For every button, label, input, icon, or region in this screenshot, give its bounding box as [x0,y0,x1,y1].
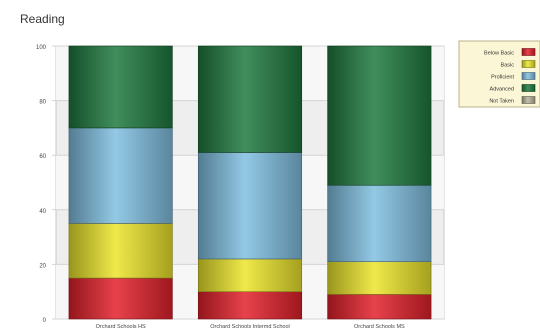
bar-segment [68,277,173,320]
legend-swatch [521,96,536,104]
y-tick-label: 80 [39,100,46,106]
bar-segment [197,152,303,260]
x-tick-label: Orchard Schools MS [354,324,405,330]
bar-segment [327,294,432,320]
legend-label: Basic [501,63,515,69]
legend-swatch [521,72,536,80]
x-tick-label: Orchard Schools Intermd School [210,324,289,330]
bar-segment [197,45,303,153]
bar-segment [197,258,303,293]
y-tick-label: 20 [39,263,46,269]
x-tick-label: Orchard Schools HS [96,324,146,330]
bar-segment [68,45,173,129]
legend-label: Advanced [490,87,514,93]
bar-segment [327,261,432,295]
y-tick-label: 40 [39,209,46,215]
bar-segment [68,127,173,224]
bar-segment [68,223,173,279]
y-tick-label: 0 [43,318,47,324]
legend-swatch [521,84,536,92]
y-tick-label: 100 [36,45,47,51]
legend-label: Not Taken [489,99,514,105]
bar-segment [327,45,432,186]
legend-swatch [521,48,536,56]
legend-swatch [521,60,536,68]
chart-title: Reading [20,12,65,26]
bar-segment [197,291,303,320]
legend-label: Below Basic [484,51,514,57]
legend-label: Proficient [491,75,514,81]
y-tick-label: 60 [39,154,46,160]
bar-segment [327,184,432,262]
